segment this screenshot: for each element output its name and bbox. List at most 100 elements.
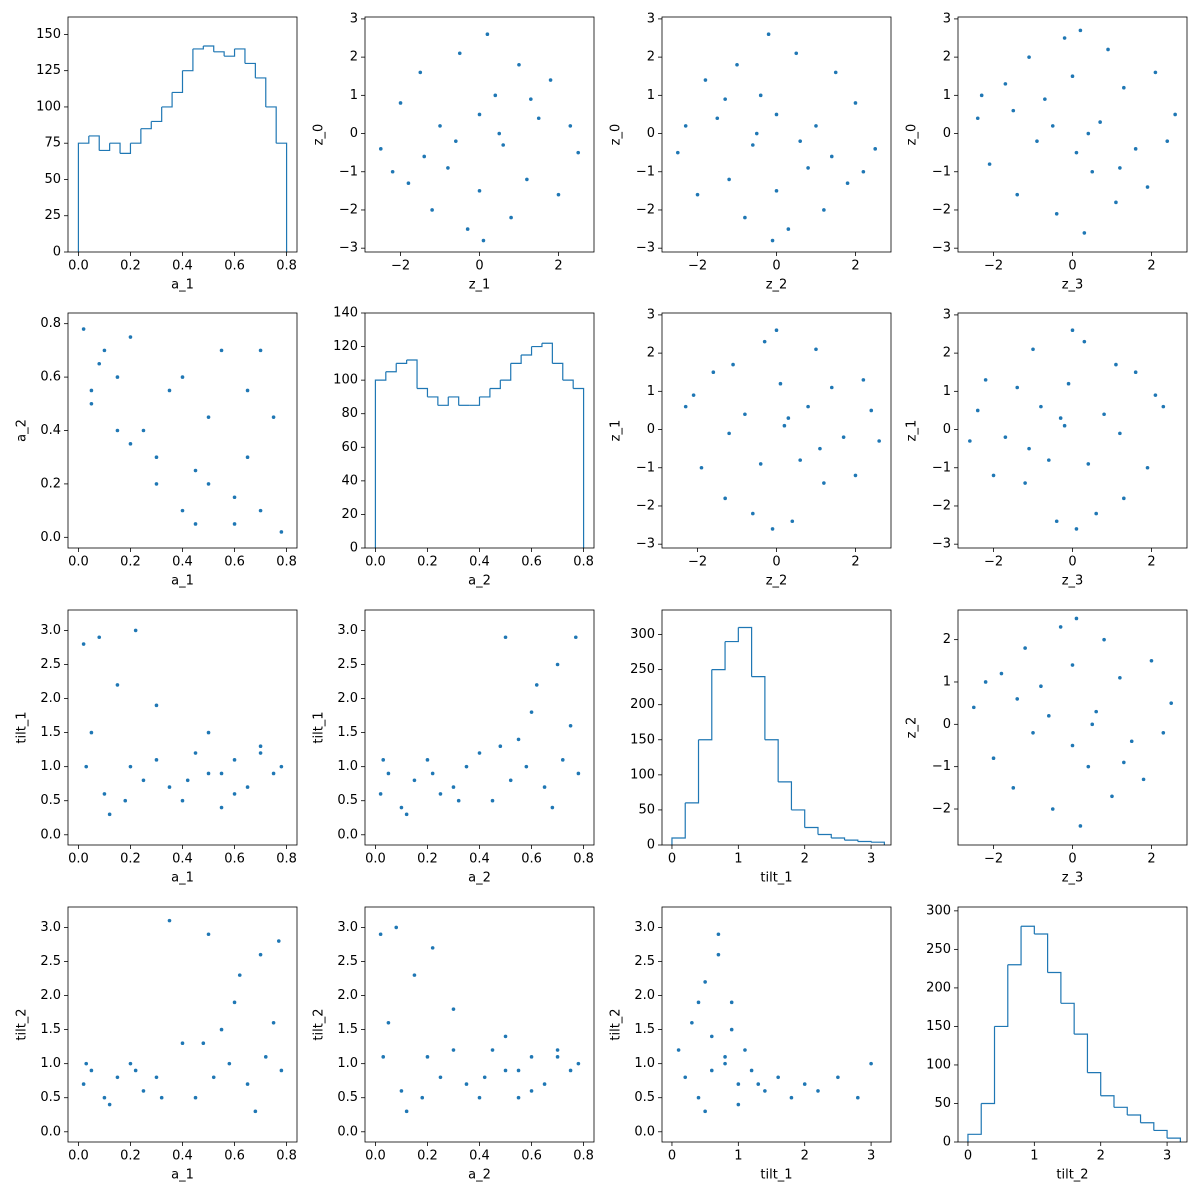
subplot: 0.0 0.2 0.4 0.6 0.8 0.0 0.5 1.0 1.5 2.0 2.5 3.0 a_2 t… xyxy=(312,906,595,1183)
scatter-point xyxy=(128,1061,133,1066)
scatter-point xyxy=(1070,663,1075,667)
y-tick-label: 0.0 xyxy=(337,827,358,842)
x-tick-label: 0 xyxy=(964,1149,972,1164)
scatter-point xyxy=(743,1048,747,1052)
scatter-point xyxy=(1118,431,1122,436)
x-tick-label: 3 xyxy=(1163,1149,1171,1164)
histogram-step xyxy=(120,143,132,154)
y-tick-label: 1.0 xyxy=(40,1056,61,1071)
histogram-step xyxy=(698,669,713,741)
y-tick-label: 200 xyxy=(630,697,655,712)
scatter-point xyxy=(1050,807,1055,811)
scatter-point xyxy=(749,1068,754,1073)
histogram-step xyxy=(140,121,152,130)
scatter-point xyxy=(201,1041,206,1046)
histogram-step xyxy=(857,840,872,843)
scatter-point xyxy=(84,764,89,769)
x-tick-label: 0.6 xyxy=(224,555,245,570)
scatter-point xyxy=(548,78,553,82)
axes-frame xyxy=(67,906,298,1143)
scatter-point xyxy=(1031,347,1035,352)
x-tick-label: 0.6 xyxy=(224,259,245,274)
x-axis-label: a_1 xyxy=(171,278,194,293)
histogram-step xyxy=(203,45,215,52)
y-tick-label: 0 xyxy=(647,126,655,141)
scatter-point xyxy=(556,192,561,197)
scatter-point xyxy=(568,723,573,728)
histogram-step xyxy=(234,48,246,64)
scatter-point xyxy=(1094,511,1098,516)
scatter-point xyxy=(485,32,490,36)
scatter-point xyxy=(1165,139,1170,143)
scatter-point xyxy=(711,370,716,375)
x-tick-label: 0.2 xyxy=(417,1149,438,1164)
scatter-point xyxy=(789,1095,794,1100)
scatter-point xyxy=(1074,616,1079,621)
histogram-step xyxy=(1047,971,1062,1004)
x-tick-label: 2 xyxy=(1147,555,1155,570)
scatter-point xyxy=(193,751,198,755)
scatter-point xyxy=(1118,166,1122,170)
axes-frame xyxy=(661,16,892,253)
scatter-point xyxy=(1114,362,1118,367)
y-tick-label: 3 xyxy=(647,307,655,322)
scatter-point xyxy=(715,116,720,121)
scatter-point xyxy=(709,1068,714,1073)
histogram-step xyxy=(671,802,686,845)
scatter-point xyxy=(133,1068,138,1073)
y-tick-label: 0.5 xyxy=(40,793,61,808)
histogram-step xyxy=(531,343,543,348)
y-axis-label: tilt_2 xyxy=(609,1008,624,1040)
scatter-point xyxy=(1145,465,1150,470)
scatter-point xyxy=(833,70,838,75)
scatter-point xyxy=(576,771,581,776)
scatter-point xyxy=(806,166,810,170)
histogram-step xyxy=(489,380,501,390)
scatter-point xyxy=(258,952,263,957)
y-tick-label: 250 xyxy=(926,942,951,957)
scatter-point xyxy=(89,1068,94,1073)
y-tick-label: 2 xyxy=(647,50,655,65)
y-tick-label: 0 xyxy=(53,245,61,260)
x-tick-label: 0.8 xyxy=(276,1149,297,1164)
scatter-point xyxy=(404,812,409,817)
scatter-point xyxy=(271,415,276,419)
y-tick-label: 60 xyxy=(341,440,358,455)
y-tick-label: −2 xyxy=(932,202,951,217)
scatter-point xyxy=(836,1075,840,1080)
scatter-point xyxy=(542,1082,547,1086)
scatter-point xyxy=(525,177,529,182)
y-tick-label: 25 xyxy=(44,208,61,223)
scatter-point xyxy=(211,1075,216,1080)
scatter-point xyxy=(778,381,783,386)
scatter-point xyxy=(258,751,263,755)
scatter-point xyxy=(258,744,263,749)
scatter-point xyxy=(263,1055,268,1059)
y-tick-label: 0 xyxy=(943,126,951,141)
x-tick-label: 0 xyxy=(668,1149,676,1164)
scatter-point xyxy=(716,952,721,957)
axes-frame xyxy=(957,906,1188,1143)
axes-frame xyxy=(661,906,892,1143)
scatter-point xyxy=(253,1109,258,1114)
histogram-step xyxy=(396,360,408,364)
y-tick-label: 75 xyxy=(44,136,61,151)
scatter-point xyxy=(271,771,276,776)
y-tick-label: 2.5 xyxy=(40,954,61,969)
histogram-step xyxy=(573,387,585,548)
x-tick-label: 0.2 xyxy=(417,852,438,867)
x-tick-label: 0 xyxy=(1068,259,1076,274)
y-tick-label: 100 xyxy=(926,1057,951,1072)
y-tick-label: −3 xyxy=(636,241,655,256)
x-tick-label: −2 xyxy=(688,555,707,570)
scatter-point xyxy=(232,758,237,762)
scatter-point xyxy=(1047,458,1051,462)
histogram-step xyxy=(751,676,766,740)
scatter-point xyxy=(758,93,763,98)
scatter-point xyxy=(971,705,976,710)
histogram-step xyxy=(448,396,460,406)
histogram-step xyxy=(778,781,793,810)
scatter-point xyxy=(245,785,250,789)
scatter-point xyxy=(1027,446,1031,451)
x-axis-label: a_2 xyxy=(468,1168,491,1183)
